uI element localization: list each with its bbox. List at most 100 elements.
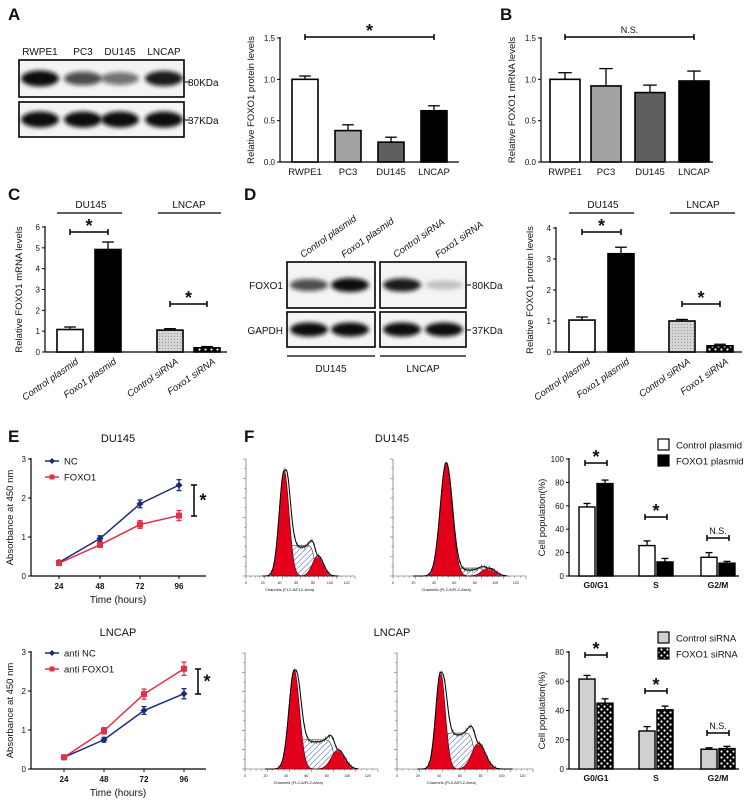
y-tick-label: 1.0 xyxy=(525,75,537,84)
data-point xyxy=(97,541,103,548)
y-tick-label: 0 xyxy=(547,348,552,357)
protein-band xyxy=(145,111,183,128)
series-line xyxy=(58,514,180,564)
x-tick-label: G0/G1 xyxy=(583,580,608,590)
y-tick-label: 0.5 xyxy=(525,117,537,126)
bar-Control-plasmid xyxy=(578,506,596,577)
legend-marker xyxy=(49,474,55,480)
histogram-x-tick: 60 xyxy=(294,581,298,585)
y-tick-label: 0 xyxy=(560,572,565,581)
protein-band xyxy=(145,70,183,87)
significance-label: * xyxy=(592,639,599,659)
x-tick-label: PC3 xyxy=(597,167,615,178)
y-tick-label: 40 xyxy=(555,525,564,534)
series-line xyxy=(63,668,185,758)
histogram-x-tick: 60 xyxy=(304,774,308,778)
histogram-x-tick: 20 xyxy=(412,581,416,585)
significance-label: N.S. xyxy=(621,25,639,35)
x-axis-label: Time (hours) xyxy=(90,595,146,606)
y-tick-label: 2 xyxy=(36,306,41,315)
data-point xyxy=(141,691,147,698)
bar-FOXO1-siRNA xyxy=(656,709,674,770)
x-tick-label: RWPE1 xyxy=(288,167,322,178)
chart-title: DU145 xyxy=(375,433,409,445)
data-point xyxy=(56,560,62,567)
legend-swatch xyxy=(657,454,670,467)
histogram-x-tick: 0 xyxy=(245,581,247,585)
y-axis-label: Cell population(%) xyxy=(537,672,548,750)
histogram-x-label: Channels (FL2-A/FL2-Area) xyxy=(265,587,315,592)
y-tick-label: 3 xyxy=(547,255,552,264)
y-tick-label: 1.5 xyxy=(264,34,276,43)
y-axis-label: Relative FOXO1 protein levels xyxy=(246,36,257,164)
significance-label: * xyxy=(592,447,599,467)
histogram-x-label: Channels (FL2-A/FL2-Area) xyxy=(274,780,324,785)
y-tick-label: 0.0 xyxy=(264,158,276,167)
y-tick-label: 40 xyxy=(555,707,564,716)
lane-label: DU145 xyxy=(104,47,136,58)
significance-label: * xyxy=(185,288,192,308)
panel-label: D xyxy=(244,185,256,204)
data-point xyxy=(137,521,143,528)
y-tick-label: 0 xyxy=(560,765,565,774)
bar xyxy=(291,78,319,163)
x-tick-label: 24 xyxy=(60,775,69,784)
legend-swatch xyxy=(657,438,670,451)
data-point xyxy=(136,500,144,508)
histogram-x-tick: 120 xyxy=(344,581,350,585)
significance-label: * xyxy=(199,491,206,511)
chart-title: DU145 xyxy=(101,433,135,445)
panel-label: C xyxy=(8,185,20,204)
series-anti-FOXO1 xyxy=(61,661,187,761)
protein-band xyxy=(425,280,463,290)
y-axis-label: Cell population(%) xyxy=(537,479,548,557)
series-line xyxy=(63,693,185,758)
x-tick-label: 96 xyxy=(175,582,184,591)
data-point xyxy=(100,736,108,744)
histogram-x-tick: 40 xyxy=(432,581,436,585)
group-label: LNCAP xyxy=(406,364,440,375)
y-tick-label: 2 xyxy=(22,494,27,503)
line-chart-DU145: 0 1 2 3 Absorbance at 450 nm DU145 24 48 72 96 Tim… xyxy=(5,433,207,606)
bar-FOXO1-siRNA xyxy=(596,702,614,770)
histogram-x-tick: 20 xyxy=(264,774,268,778)
protein-band xyxy=(425,322,463,337)
y-tick-label: 5 xyxy=(36,244,41,253)
fit-envelope xyxy=(264,669,359,770)
western-blot-A xyxy=(18,59,185,138)
legend-label: FOXO1 plasmid xyxy=(676,457,744,468)
histogram-x-tick: 120 xyxy=(520,774,526,778)
panel-label: B xyxy=(500,5,512,24)
y-tick-label: 1 xyxy=(36,327,41,336)
histogram-x-tick: 0 xyxy=(244,774,246,778)
group-label: DU145 xyxy=(587,200,619,211)
significance-label: * xyxy=(697,288,704,308)
lane-label: LNCAP xyxy=(147,47,181,58)
x-tick-label: DU145 xyxy=(635,167,665,178)
x-tick-label: G0/G1 xyxy=(583,773,608,783)
protein-band xyxy=(101,111,139,128)
panel-label: E xyxy=(8,427,19,446)
x-tick-label: 72 xyxy=(140,775,149,784)
histogram-x-tick: 100 xyxy=(344,774,350,778)
protein-band xyxy=(290,322,328,337)
histogram-x-tick: 120 xyxy=(513,581,519,585)
significance-label: N.S. xyxy=(709,526,727,536)
y-tick-label: 3 xyxy=(22,455,27,464)
protein-band xyxy=(101,72,139,85)
bar xyxy=(193,347,221,353)
x-tick-label: 48 xyxy=(96,582,105,591)
series-anti-NC xyxy=(60,688,188,761)
dna-content-histogram: 0 20 40 60 80 100 120 Channels (FL2-A/FL2-Area) xyxy=(242,652,379,785)
bar xyxy=(56,328,84,353)
y-tick-label: 100 xyxy=(551,455,565,464)
data-point xyxy=(61,754,67,761)
histogram-x-tick: 0 xyxy=(396,774,398,778)
x-tick-label: 24 xyxy=(55,582,64,591)
dna-content-histogram: 0 20 40 60 80 100 120 Channels (FL2-A/FL2-Area) xyxy=(394,652,534,785)
cell-cycle-chart-LNCAP: 0 20 40 60 80 Cell population(%) G0/G1 * S * G2/M N… xyxy=(537,631,739,783)
molecular-weight-label: 80KDa xyxy=(472,281,503,292)
protein-band xyxy=(21,70,59,87)
